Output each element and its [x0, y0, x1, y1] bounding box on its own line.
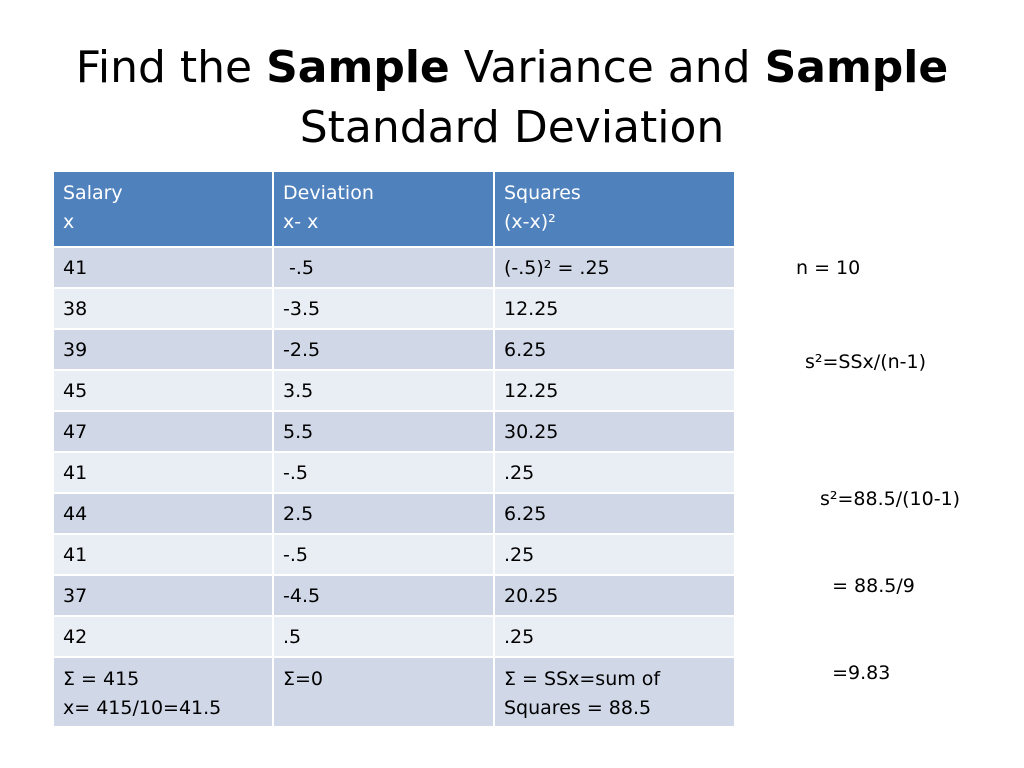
header-squares-line1: Squares: [504, 182, 581, 204]
header-deviation-line2: x- x: [283, 211, 319, 233]
cell-salary: 44: [52, 492, 274, 535]
summary-salary-sum: Σ = 415: [63, 668, 140, 690]
title-text-line2: Standard Deviation: [299, 102, 725, 153]
table-row: 37 -4.5 20.25: [52, 574, 736, 617]
cell-deviation: -.5: [272, 533, 495, 576]
header-salary: Salary x: [52, 170, 274, 248]
cell-square: 20.25: [493, 574, 736, 617]
title-bold-sample-1: Sample: [266, 42, 450, 93]
table-row: 38 -3.5 12.25: [52, 287, 736, 330]
header-deviation-line1: Deviation: [283, 182, 374, 204]
calc-line-3: =9.83: [820, 662, 891, 684]
table-row: 47 5.5 30.25: [52, 410, 736, 453]
table-row: 44 2.5 6.25: [52, 492, 736, 535]
cell-deviation: 3.5: [272, 369, 495, 412]
header-salary-line2: x: [63, 211, 75, 233]
cell-square: .25: [493, 615, 736, 658]
cell-salary: 41: [52, 451, 274, 494]
note-variance-formula: s²=SSx/(n-1): [805, 351, 927, 373]
summary-salary: Σ = 415 x= 415/10=41.5: [52, 656, 274, 728]
note-sample-size: n = 10: [796, 257, 861, 279]
cell-square: 6.25: [493, 492, 736, 535]
cell-square: .25: [493, 451, 736, 494]
variance-table: Salary x Deviation x- x Squares (x-x)² 4…: [52, 170, 736, 728]
table-row: 41 -.5 .25: [52, 451, 736, 494]
table-row: 41 -.5 (-.5)² = .25: [52, 246, 736, 289]
cell-square: (-.5)² = .25: [493, 246, 736, 289]
cell-deviation: .5: [272, 615, 495, 658]
cell-deviation: -3.5: [272, 287, 495, 330]
cell-salary: 42: [52, 615, 274, 658]
title-text-part1: Find the: [75, 42, 267, 93]
calc-line-2: = 88.5/9: [820, 575, 915, 597]
cell-salary: 37: [52, 574, 274, 617]
cell-salary: 41: [52, 533, 274, 576]
summary-squares: Σ = SSx=sum of Squares = 88.5: [493, 656, 736, 728]
calc-line-1: s²=88.5/(10-1): [820, 488, 961, 510]
table-row: 41 -.5 .25: [52, 533, 736, 576]
slide-title: Find the Sample Variance and Sample Stan…: [0, 38, 1024, 158]
cell-salary: 38: [52, 287, 274, 330]
cell-salary: 39: [52, 328, 274, 371]
header-squares-line2: (x-x)²: [504, 211, 556, 233]
table-row: 45 3.5 12.25: [52, 369, 736, 412]
summary-squares-line1: Σ = SSx=sum of: [504, 668, 661, 690]
summary-row: Σ = 415 x= 415/10=41.5 Σ=0 Σ = SSx=sum o…: [52, 656, 736, 728]
table-header-row: Salary x Deviation x- x Squares (x-x)²: [52, 170, 736, 248]
cell-salary: 47: [52, 410, 274, 453]
cell-deviation: 5.5: [272, 410, 495, 453]
summary-deviation: Σ=0: [272, 656, 495, 728]
header-squares: Squares (x-x)²: [493, 170, 736, 248]
cell-square: 30.25: [493, 410, 736, 453]
cell-deviation: 2.5: [272, 492, 495, 535]
summary-squares-line2: Squares = 88.5: [504, 697, 652, 719]
note-variance-calculation: s²=88.5/(10-1) = 88.5/9 =9.83: [820, 427, 960, 717]
cell-salary: 41: [52, 246, 274, 289]
cell-deviation: -2.5: [272, 328, 495, 371]
cell-salary: 45: [52, 369, 274, 412]
cell-square: 12.25: [493, 287, 736, 330]
cell-square: 12.25: [493, 369, 736, 412]
table-row: 39 -2.5 6.25: [52, 328, 736, 371]
summary-salary-mean: x= 415/10=41.5: [63, 697, 222, 719]
header-salary-line1: Salary: [63, 182, 123, 204]
cell-square: .25: [493, 533, 736, 576]
cell-deviation: -4.5: [272, 574, 495, 617]
cell-deviation: -.5: [272, 246, 495, 289]
header-deviation: Deviation x- x: [272, 170, 495, 248]
table-row: 42 .5 .25: [52, 615, 736, 658]
title-bold-sample-2: Sample: [764, 42, 949, 93]
cell-square: 6.25: [493, 328, 736, 371]
title-text-part2: Variance and: [449, 42, 765, 93]
cell-deviation: -.5: [272, 451, 495, 494]
